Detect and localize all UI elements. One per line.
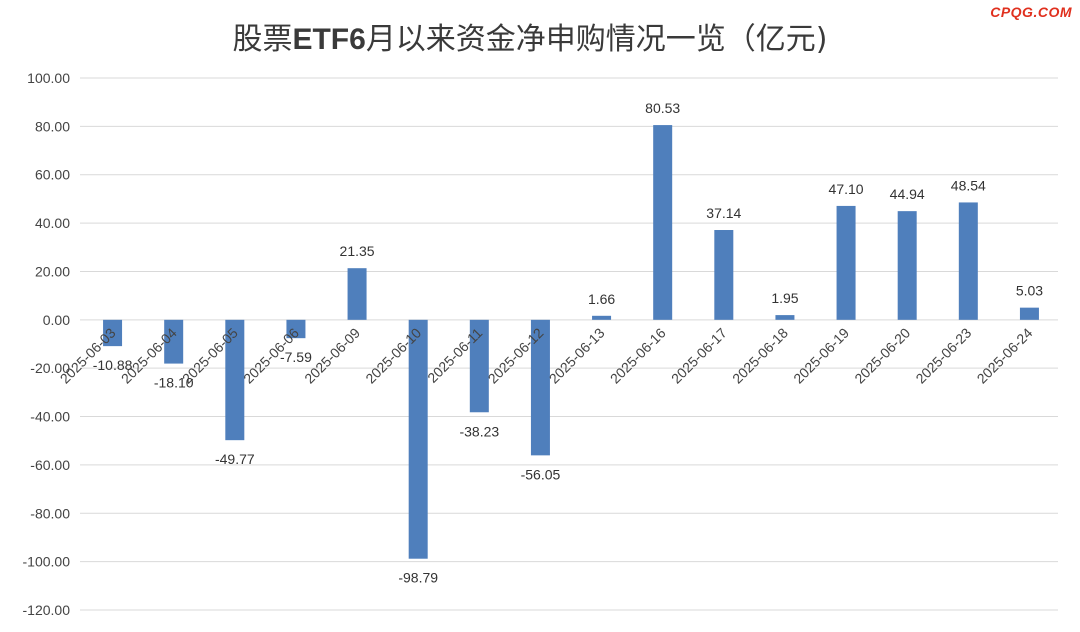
bar-2025-06-17 <box>714 230 734 320</box>
x-tick-label: 2025-06-20 <box>851 324 913 386</box>
chart-title: 股票ETF6月以来资金净申购情况一览（亿元) <box>0 14 1060 58</box>
bar-2025-06-05 <box>225 319 245 441</box>
x-tick-label: 2025-06-17 <box>668 324 730 386</box>
data-label: 48.54 <box>951 177 986 193</box>
bar-2025-06-04 <box>164 319 184 364</box>
data-label: -7.59 <box>280 349 312 365</box>
y-tick-label: -120.00 <box>23 602 71 618</box>
y-tick-label: 40.00 <box>35 215 70 231</box>
chart-title-post: 月以来资金净申购情况一览（亿元) <box>365 22 828 57</box>
x-tick-label: 2025-06-16 <box>607 324 669 386</box>
bar-2025-06-13 <box>592 315 612 320</box>
bar-2025-06-10 <box>408 319 428 559</box>
data-label: 47.10 <box>829 181 864 197</box>
bars <box>103 125 1039 559</box>
data-label: 44.94 <box>890 186 925 202</box>
x-tick-label: 2025-06-24 <box>974 324 1036 386</box>
data-label: -56.05 <box>521 466 561 482</box>
gridlines <box>80 77 1058 611</box>
chart-title-pre: 股票 <box>232 22 293 57</box>
x-tick-label: 2025-06-13 <box>546 324 608 386</box>
data-label: -49.77 <box>215 451 255 467</box>
data-label: -10.88 <box>93 357 133 373</box>
bar-2025-06-23 <box>958 202 978 320</box>
y-tick-label: -20.00 <box>30 360 70 376</box>
data-labels: -10.88 -18.10 -49.77 -7.59 21.35 -98.79 -38.23… <box>93 100 1044 586</box>
data-label: -98.79 <box>398 570 438 586</box>
y-axis-ticks: 100.00 80.00 60.00 40.00 20.00 0.00 -20.00 -40.… <box>23 70 71 618</box>
watermark: CPQG.COM <box>990 4 1072 20</box>
y-tick-label: 60.00 <box>35 167 70 183</box>
data-label: -38.23 <box>459 423 499 439</box>
bar-2025-06-11 <box>469 319 489 413</box>
x-tick-label: 2025-06-23 <box>912 324 974 386</box>
y-tick-label: -80.00 <box>30 505 70 521</box>
y-tick-label: -40.00 <box>30 409 70 425</box>
bar-2025-06-16 <box>653 125 673 320</box>
data-label: 1.95 <box>771 290 798 306</box>
bar-2025-06-18 <box>775 315 795 320</box>
data-label: 5.03 <box>1016 283 1043 299</box>
bar-2025-06-06 <box>286 319 306 339</box>
data-label: 80.53 <box>645 100 680 116</box>
bar-2025-06-03 <box>103 319 123 347</box>
x-tick-label: 2025-06-19 <box>790 324 852 386</box>
y-tick-label: -60.00 <box>30 457 70 473</box>
data-label: 1.66 <box>588 291 615 307</box>
y-tick-label: 20.00 <box>35 263 70 279</box>
data-label: 21.35 <box>340 243 375 259</box>
x-tick-label: 2025-06-03 <box>57 324 119 386</box>
bar-2025-06-19 <box>836 205 856 320</box>
y-tick-label: -100.00 <box>23 554 71 570</box>
y-tick-label: 80.00 <box>35 118 70 134</box>
y-tick-label: 0.00 <box>43 312 70 328</box>
bar-2025-06-12 <box>530 319 550 456</box>
bar-2025-06-20 <box>897 211 917 320</box>
data-label: -18.10 <box>154 375 194 391</box>
y-tick-label: 100.00 <box>27 70 70 86</box>
bar-2025-06-24 <box>1019 307 1039 320</box>
data-label: 37.14 <box>706 205 741 221</box>
x-tick-label: 2025-06-18 <box>729 324 791 386</box>
chart-title-bold: ETF6 <box>292 23 366 56</box>
bar-2025-06-09 <box>347 268 367 320</box>
